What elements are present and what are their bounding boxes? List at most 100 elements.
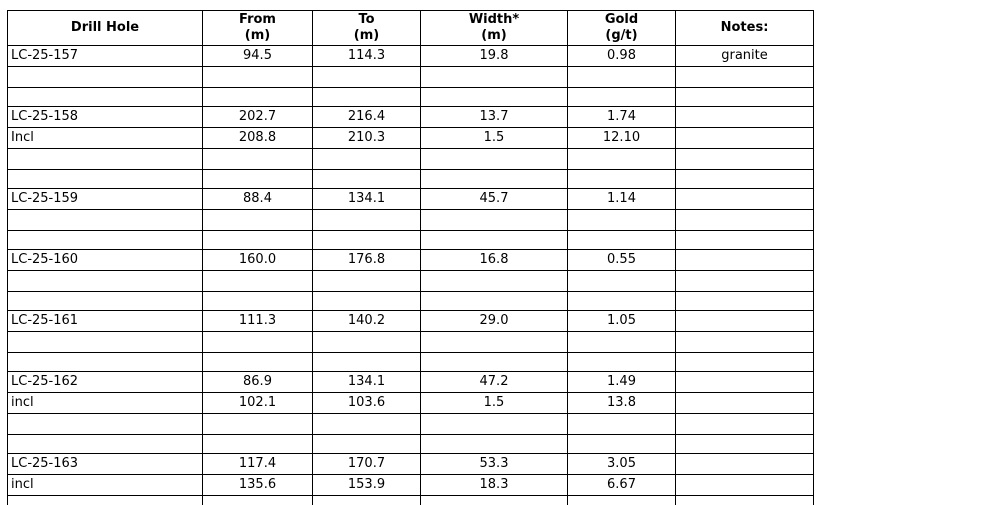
table-cell — [675, 434, 814, 454]
table-cell: 0.98 — [567, 45, 676, 67]
table-cell — [202, 66, 313, 88]
table-cell — [567, 352, 676, 372]
table-cell — [420, 495, 568, 505]
table-cell — [202, 148, 313, 170]
table-cell — [675, 249, 814, 271]
table-cell — [420, 434, 568, 454]
spacer-row — [7, 495, 814, 505]
gap-row — [7, 291, 814, 311]
table-cell — [312, 230, 421, 250]
table-cell: 3.05 — [567, 453, 676, 475]
header-cell-to: To (m) — [312, 10, 421, 46]
header-unit: (m) — [353, 28, 380, 43]
table-cell — [7, 434, 203, 454]
table-cell: 29.0 — [420, 310, 568, 332]
table-cell: incl — [7, 474, 203, 496]
table-row: LC-25-157 94.5 114.3 19.8 0.98 granite — [7, 45, 814, 67]
table-cell — [567, 331, 676, 353]
table-row: LC-25-160 160.0 176.8 16.8 0.55 — [7, 249, 814, 271]
table-cell — [7, 270, 203, 292]
table-cell: 1.14 — [567, 188, 676, 210]
table-cell — [7, 413, 203, 435]
table-cell — [7, 169, 203, 189]
table-cell: LC-25-161 — [7, 310, 203, 332]
table-cell: Incl — [7, 127, 203, 149]
table-cell — [675, 106, 814, 128]
table-cell — [420, 66, 568, 88]
header-label: Drill Hole — [70, 20, 140, 35]
table-cell — [675, 230, 814, 250]
header-cell-width: Width* (m) — [420, 10, 568, 46]
header-label: Gold — [604, 12, 639, 27]
table-cell — [420, 169, 568, 189]
table-cell — [7, 87, 203, 107]
table-cell — [420, 87, 568, 107]
gap-row — [7, 87, 814, 107]
table-row: incl 102.1 103.6 1.5 13.8 — [7, 392, 814, 414]
table-cell — [202, 352, 313, 372]
table-cell — [202, 331, 313, 353]
table-cell: LC-25-159 — [7, 188, 203, 210]
table-cell: 208.8 — [202, 127, 313, 149]
table-cell: 88.4 — [202, 188, 313, 210]
table-cell: 114.3 — [312, 45, 421, 67]
table-cell: 134.1 — [312, 188, 421, 210]
header-cell-from: From (m) — [202, 10, 313, 46]
table-cell — [567, 87, 676, 107]
table-cell — [675, 453, 814, 475]
table-cell: 1.5 — [420, 127, 568, 149]
spacer-row — [7, 66, 814, 88]
header-label: To — [358, 12, 375, 27]
table-cell: 176.8 — [312, 249, 421, 271]
table-cell — [312, 148, 421, 170]
table-cell — [675, 310, 814, 332]
table-cell — [675, 66, 814, 88]
gap-row — [7, 230, 814, 250]
table-cell — [312, 87, 421, 107]
table-cell — [675, 413, 814, 435]
table-cell — [312, 270, 421, 292]
table-cell — [7, 495, 203, 505]
table-cell — [312, 413, 421, 435]
table-cell: 45.7 — [420, 188, 568, 210]
table-cell — [567, 209, 676, 231]
table-cell: LC-25-157 — [7, 45, 203, 67]
table-body: LC-25-157 94.5 114.3 19.8 0.98 granite LC-25-1… — [7, 45, 814, 505]
header-unit: (g/t) — [605, 28, 638, 43]
header-unit: (m) — [244, 28, 271, 43]
table-cell — [567, 169, 676, 189]
table-cell — [312, 209, 421, 231]
table-cell — [420, 148, 568, 170]
table-cell — [675, 188, 814, 210]
table-cell: 94.5 — [202, 45, 313, 67]
table-cell: 111.3 — [202, 310, 313, 332]
table-header-row: Drill Hole From (m) To (m) Width* (m) Go… — [7, 10, 814, 46]
table-cell — [675, 127, 814, 149]
table-cell — [7, 66, 203, 88]
gap-row — [7, 352, 814, 372]
table-row: LC-25-158 202.7 216.4 13.7 1.74 — [7, 106, 814, 128]
table-cell: 1.05 — [567, 310, 676, 332]
table-cell — [675, 148, 814, 170]
table-cell — [7, 148, 203, 170]
table-cell — [202, 87, 313, 107]
table-cell: 1.74 — [567, 106, 676, 128]
gap-row — [7, 434, 814, 454]
spacer-row — [7, 331, 814, 353]
table-cell: 202.7 — [202, 106, 313, 128]
spacer-row — [7, 209, 814, 231]
table-cell: 1.5 — [420, 392, 568, 414]
table-cell — [675, 392, 814, 414]
table-cell: LC-25-160 — [7, 249, 203, 271]
table-cell — [202, 291, 313, 311]
table-cell: 1.49 — [567, 371, 676, 393]
header-cell-gold: Gold (g/t) — [567, 10, 676, 46]
table-cell — [7, 331, 203, 353]
table-cell — [420, 352, 568, 372]
table-row: LC-25-162 86.9 134.1 47.2 1.49 — [7, 371, 814, 393]
table-cell — [202, 270, 313, 292]
table-cell: 0.55 — [567, 249, 676, 271]
table-cell — [420, 209, 568, 231]
table-cell — [202, 434, 313, 454]
table-cell: 19.8 — [420, 45, 568, 67]
